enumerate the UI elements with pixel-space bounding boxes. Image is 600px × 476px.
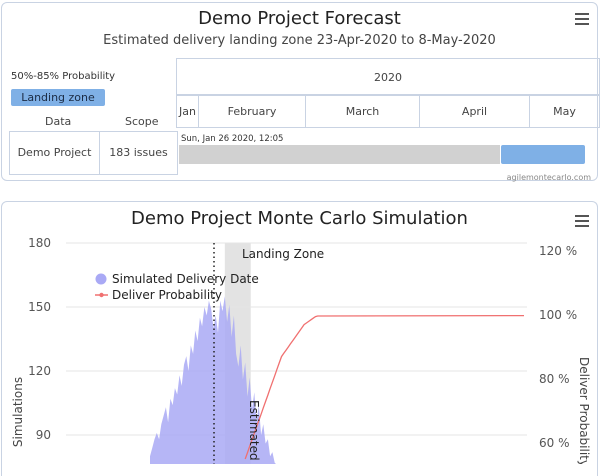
credit-text: agilemontecarlo.com: [506, 173, 591, 182]
simulation-title: Demo Project Monte Carlo Simulation: [131, 208, 468, 229]
timeline-month: May: [553, 105, 576, 118]
simulation-chart: 90 120 150 180 60 % 80 % 100 % 120 % Landing Zon…: [11, 236, 591, 464]
y2-axis-tick-label: 80 %: [539, 372, 570, 386]
timeline-months: Jan February March April May: [176, 95, 600, 128]
y2-axis-tick-label: 60 %: [539, 436, 570, 450]
y-axis-tick-label: 180: [28, 236, 51, 250]
y-axis-title: Simulations: [11, 377, 25, 447]
y-axis-tick-label: 150: [28, 300, 51, 314]
table-header-data: Data: [45, 115, 72, 128]
forecast-panel: Demo Project Forecast Estimated delivery…: [1, 2, 600, 182]
legend-label-simulated-delivery: Simulated Delivery Date: [112, 272, 259, 286]
table-cell-project: Demo Project: [9, 131, 100, 175]
timeline-month: March: [306, 96, 420, 127]
timeline-month: April: [420, 96, 530, 127]
y2-axis-title: Deliver Probability: [577, 357, 591, 464]
forecast-timeline: 2020 Jan February March April May Sun, J…: [176, 58, 600, 176]
y2-axis-tick-label: 100 %: [539, 308, 577, 322]
probability-label: 50%-85% Probability: [11, 71, 116, 82]
legend-label-deliver-probability: Deliver Probability: [112, 288, 222, 302]
timeline-year: 2020: [176, 58, 600, 95]
legend-marker-dot: [99, 292, 104, 298]
y2-axis-tick-label: 120 %: [539, 244, 577, 258]
landing-zone-badge: Landing zone: [11, 89, 105, 106]
simulation-panel: Demo Project Monte Carlo Simulation 90 12…: [1, 201, 598, 476]
series-area-simulated-delivery: [150, 296, 276, 464]
legend-marker-simulated-delivery: [95, 273, 107, 285]
y-axis-tick-label: 120: [28, 364, 51, 378]
table-cell-scope: 183 issues: [99, 131, 178, 175]
estimated-date-label: Estimated D: [247, 400, 261, 464]
landing-zone-label: Landing Zone: [242, 247, 324, 261]
forecast-title: Demo Project Forecast: [198, 8, 401, 29]
hamburger-menu-icon[interactable]: [575, 13, 589, 28]
series-line-deliver-probability: [244, 314, 525, 460]
timeline-start-label: Sun, Jan 26 2020, 12:05: [181, 134, 284, 144]
scope-table: Data Scope Demo Project 183 issues: [9, 111, 178, 175]
forecast-subtitle: Estimated delivery landing zone 23-Apr-2…: [103, 33, 496, 48]
timeline-progress-track: [179, 145, 500, 164]
y-axis-tick-label: 90: [36, 428, 51, 442]
table-header-scope: Scope: [125, 115, 159, 128]
timeline-month: February: [199, 96, 306, 127]
timeline-month: Jan: [177, 96, 199, 127]
timeline-landing-zone-bar: [501, 145, 585, 164]
hamburger-menu-icon[interactable]: [575, 215, 589, 230]
